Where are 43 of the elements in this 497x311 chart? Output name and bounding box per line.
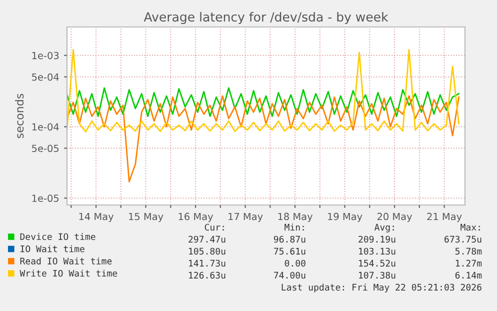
x-tick-label: 16 May [178,212,214,222]
text: Min: [284,224,304,231]
text: 107.38u [359,272,396,279]
x-tick-label: 18 May [278,212,313,222]
text: 74.00u [274,272,306,279]
text: Cur: [204,224,224,231]
y-tick-label: 1e-04 [32,123,59,131]
text: 1.27m [456,260,482,267]
chart-title: Average latency for /dev/sda - by week [144,12,388,24]
x-tick-label: 15 May [129,212,164,222]
y-axis-title: seconds [15,94,24,138]
legend-label: Read IO Wait time [20,257,112,264]
x-tick-label: 20 May [377,212,412,222]
x-tick-label: 19 May [328,212,362,222]
line-series [67,95,460,182]
text: 297.47u [188,236,226,243]
text: 126.63u [189,272,226,279]
x-tick-label: 14 May [79,212,114,222]
y-tick-label: 1e-03 [32,52,59,60]
x-tick-label: 21 May [427,212,462,222]
text: 75.61u [274,248,306,255]
text: 154.52u [359,260,396,267]
text: 6.14m [455,272,482,279]
y-tick-label: 1e-05 [32,194,59,202]
text: 103.13u [359,248,396,255]
line-series [67,49,460,132]
y-tick-label: 5e-05 [32,144,59,152]
text: 105.80u [189,248,226,255]
text: 0.00 [284,260,306,267]
text: Last update: Fri May 22 05:21:03 2026 [282,284,482,292]
text: Max: [460,224,480,231]
legend-label: Write IO Wait time [20,270,118,277]
text: 673.75u [444,236,482,243]
text: 96.87u [274,236,306,243]
y-tick-label: 5e-04 [32,73,59,81]
text: 209.19u [358,236,396,243]
text: 5.78m [455,248,482,255]
legend-label: IO Wait time [20,245,84,252]
text: Avg: [374,224,394,232]
x-tick-label: 17 May [228,212,263,222]
text: 141.73u [189,260,226,267]
legend-label: Device IO time [20,233,96,240]
line-series [67,87,460,118]
